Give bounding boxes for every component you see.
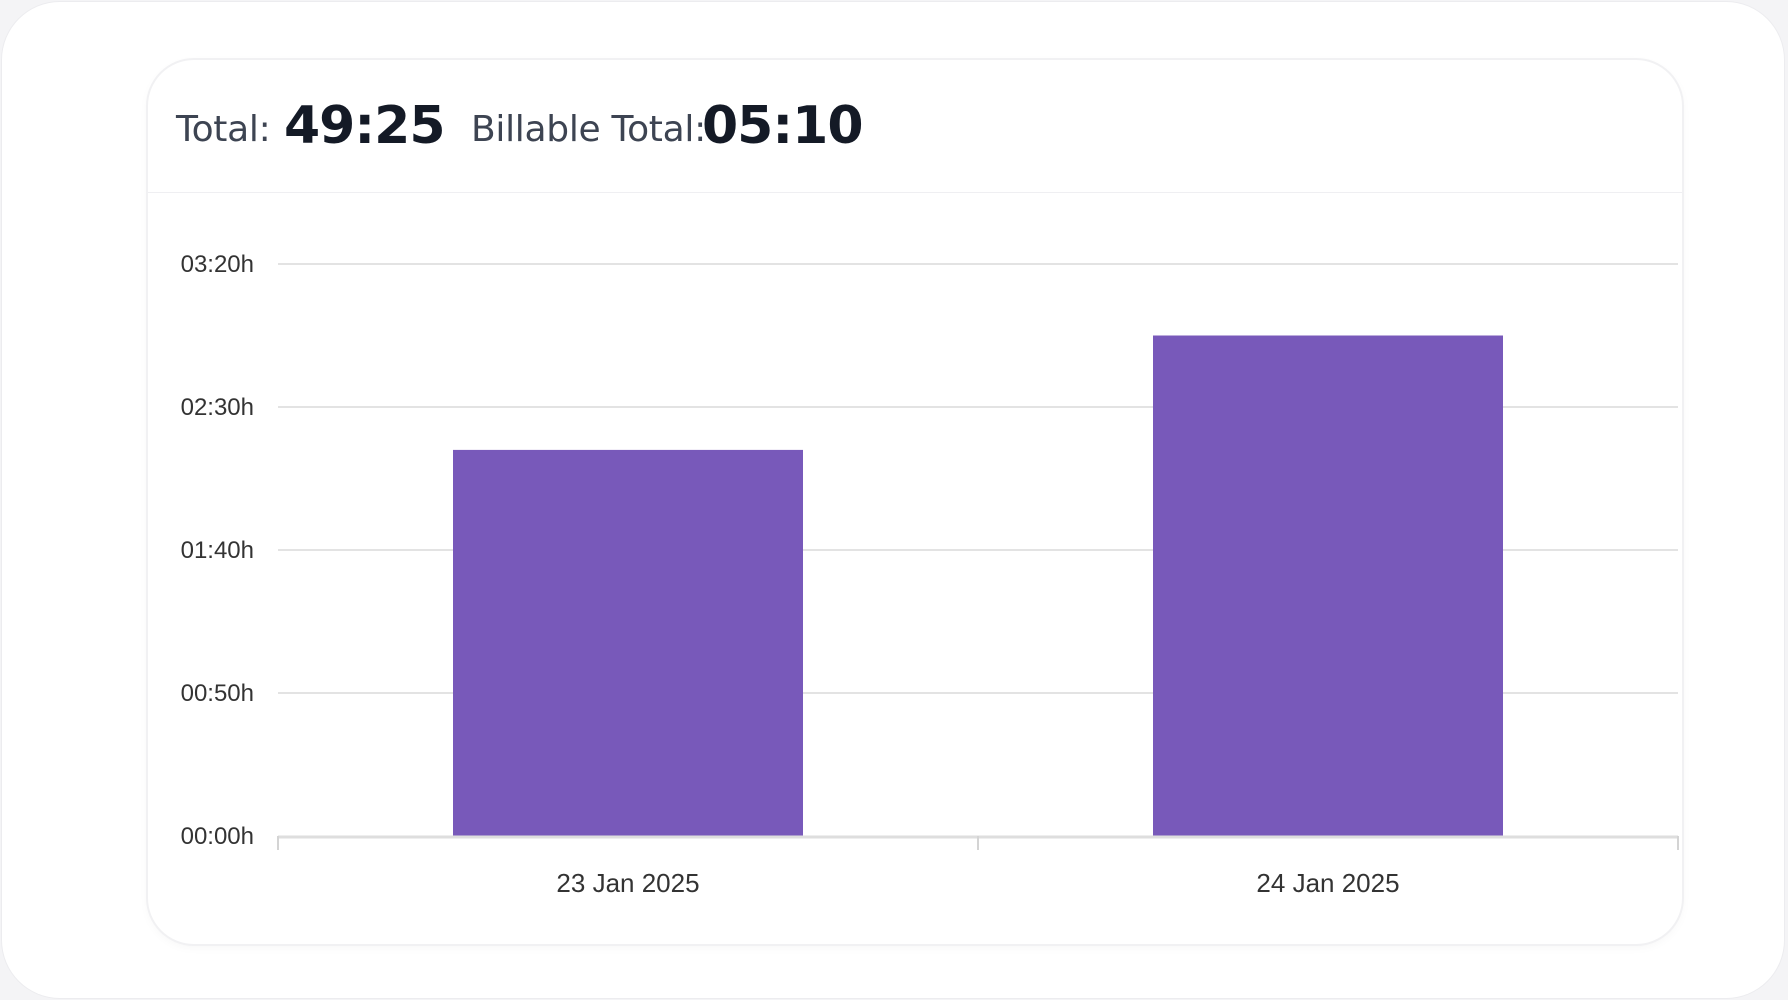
billable-total-label: Billable Total: bbox=[471, 109, 706, 150]
totals-header: Total: 49:25 Billable Total: 05:10 bbox=[148, 60, 1682, 193]
total-label: Total: bbox=[176, 109, 271, 150]
total-value: 49:25 bbox=[284, 96, 446, 156]
x-tick-label: 23 Jan 2025 bbox=[556, 868, 699, 898]
report-card: Total: 49:25 Billable Total: 05:10 00:00… bbox=[148, 60, 1682, 944]
y-tick-label: 02:30h bbox=[181, 394, 254, 421]
y-tick-label: 00:50h bbox=[181, 680, 254, 707]
bar-2[interactable] bbox=[1153, 335, 1503, 837]
y-tick-label: 00:00h bbox=[181, 823, 254, 850]
bar-chart: 00:00h 00:50h 01:40h 02:30h 03:20h 23 Jan 202… bbox=[181, 251, 1679, 898]
billable-total-value: 05:10 bbox=[702, 96, 864, 156]
y-tick-label: 01:40h bbox=[181, 537, 254, 564]
y-tick-label: 03:20h bbox=[181, 251, 254, 278]
x-tick-label: 24 Jan 2025 bbox=[1256, 868, 1399, 898]
bar-1[interactable] bbox=[453, 449, 803, 836]
